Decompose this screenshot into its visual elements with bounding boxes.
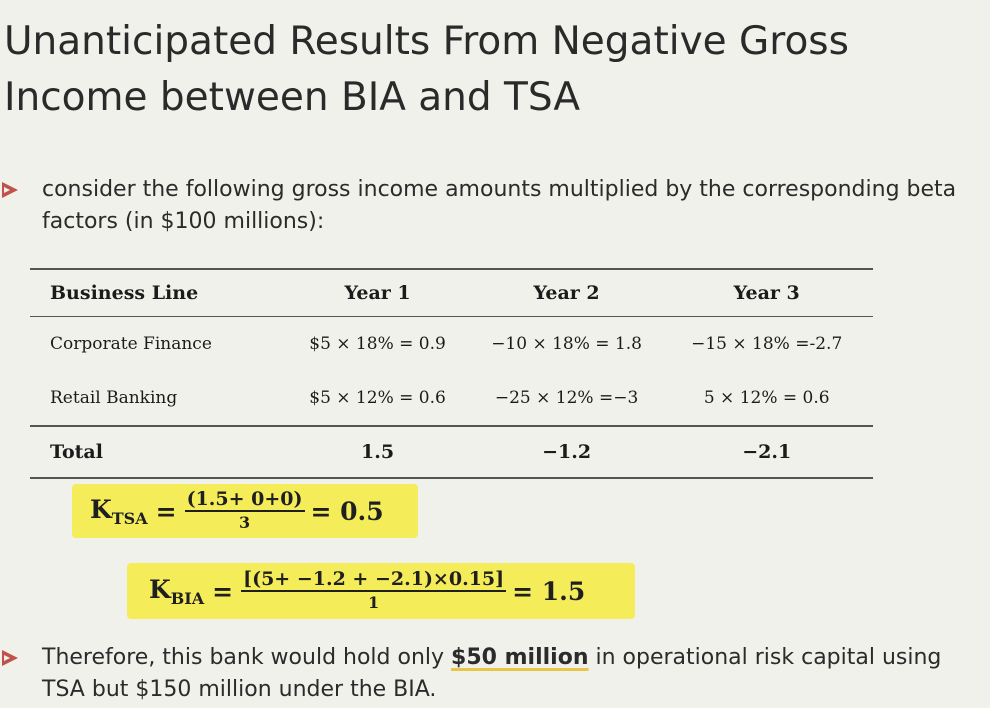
row-label: Corporate Finance — [50, 334, 212, 354]
table-header-row: Business Line Year 1 Year 2 Year 3 — [30, 269, 873, 317]
cell-value: $5 × 18% = 0.9 — [309, 334, 446, 354]
cell-value: −15 × 18% =-2.7 — [691, 334, 843, 354]
bia-result: = 1.5 — [512, 576, 586, 606]
bia-k: K — [149, 574, 171, 604]
bia-denominator: 1 — [368, 593, 380, 612]
header-year-3: Year 3 — [660, 269, 873, 317]
conclusion-text: Therefore, this bank would hold only $50… — [42, 642, 987, 706]
total-value: −2.1 — [660, 425, 873, 478]
tsa-subscript: TSA — [111, 508, 148, 528]
bia-fraction: [(5+ −1.2 + −2.1)×0.15] 1 — [241, 568, 507, 614]
conclusion-after: in operational risk capital using TSA bu… — [42, 645, 942, 702]
conclusion-before: Therefore, this bank would hold only — [42, 645, 452, 670]
bia-numerator: [(5+ −1.2 + −2.1)×0.15] — [241, 568, 507, 592]
equals-sign: = — [212, 576, 234, 606]
cell-value: −10 × 18% = 1.8 — [491, 334, 642, 354]
tsa-result: = 0.5 — [310, 496, 384, 526]
tsa-formula: KTSA = (1.5+ 0+0) 3 = 0.5 — [72, 484, 418, 538]
cell-value: −25 × 12% =−3 — [494, 388, 639, 408]
tsa-numerator: (1.5+ 0+0) — [184, 488, 305, 512]
bia-lhs: KBIA — [149, 575, 204, 608]
row-label: Retail Banking — [50, 388, 178, 408]
tsa-lhs: KTSA — [90, 495, 148, 528]
equals-sign: = — [155, 496, 177, 526]
arrow-bullet-icon — [2, 182, 18, 198]
bia-formula: KBIA = [(5+ −1.2 + −2.1)×0.15] 1 = 1.5 — [127, 563, 635, 619]
total-label: Total — [30, 425, 283, 478]
conclusion-highlight: $50 million — [451, 645, 589, 670]
conclusion-bullet: Therefore, this bank would hold only $50… — [0, 642, 985, 706]
tsa-denominator: 3 — [238, 513, 251, 532]
intro-bullet: consider the following gross income amou… — [0, 174, 985, 240]
tsa-fraction: (1.5+ 0+0) 3 — [184, 488, 305, 534]
table-row: Retail Banking $5 × 12% = 0.6 −25 × 12% … — [30, 371, 873, 426]
header-year-1: Year 1 — [282, 269, 473, 317]
cell-value: $5 × 12% = 0.6 — [309, 388, 446, 408]
slide-title: Unanticipated Results From Negative Gros… — [4, 19, 849, 120]
gross-income-table: Business Line Year 1 Year 2 Year 3 Corpo… — [30, 268, 873, 479]
total-value: 1.5 — [282, 425, 473, 478]
tsa-k: K — [90, 494, 112, 524]
bia-subscript: BIA — [170, 588, 205, 608]
arrow-bullet-icon — [2, 650, 18, 666]
header-business-line: Business Line — [30, 269, 283, 317]
table-row: Corporate Finance $5 × 18% = 0.9 −10 × 1… — [30, 317, 873, 372]
total-value: −1.2 — [472, 425, 661, 478]
cell-value: 5 × 12% = 0.6 — [703, 388, 830, 408]
header-year-2: Year 2 — [472, 269, 661, 317]
total-row: Total 1.5 −1.2 −2.1 — [30, 425, 873, 478]
intro-text: consider the following gross income amou… — [42, 177, 957, 234]
